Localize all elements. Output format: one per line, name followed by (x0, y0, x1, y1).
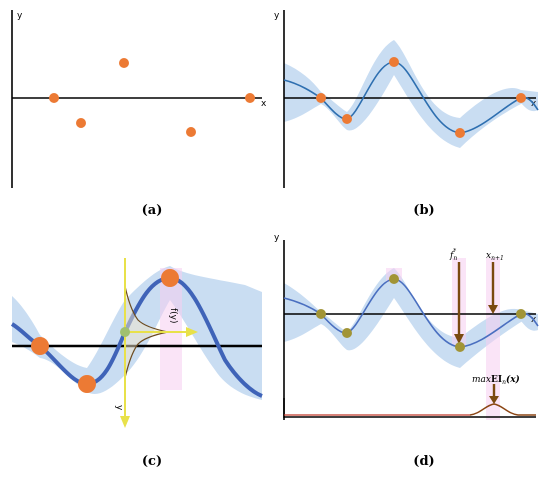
panel-b-point (455, 128, 465, 138)
panel-d-highlight-xnext (486, 258, 500, 420)
panel-b-y-label: y (274, 11, 280, 21)
panel-a: y x (a) (11, 10, 267, 218)
panel-d-caption: (d) (413, 454, 434, 469)
panel-d-maxei-label: maxEIn(x) (472, 374, 520, 386)
panel-c-y-label: y (114, 405, 124, 411)
panel-a-point (76, 118, 86, 128)
panel-d-fstar-arrowhead (454, 334, 464, 344)
panel-b-point (516, 93, 526, 103)
panel-d: y x fn* xn+1 maxEIn(x) (d) (274, 233, 539, 469)
panel-c-point (161, 269, 179, 287)
panel-c-fy-label: f(y) (168, 308, 178, 324)
panel-d-xnext-label: xn+1 (486, 251, 504, 262)
panel-c-vertical-arrowhead (120, 416, 130, 428)
panel-a-y-label: y (17, 11, 23, 21)
panel-d-maxei-arrowhead (489, 396, 499, 404)
panel-b-point (316, 93, 326, 103)
panel-d-fstar-label: fn* (449, 248, 457, 262)
panel-d-y-label: y (274, 233, 280, 243)
panel-b: y x (b) (274, 10, 539, 218)
panel-a-caption: (a) (142, 203, 163, 218)
panel-a-x-label: x (261, 99, 267, 109)
panel-d-point (455, 342, 465, 352)
panel-c-horizontal-arrowhead (186, 327, 198, 337)
panel-d-point (342, 328, 352, 338)
panel-d-point (516, 309, 526, 319)
panel-c-point (31, 337, 49, 355)
panel-d-point (389, 274, 399, 284)
panel-b-point (389, 57, 399, 67)
panel-c-point (78, 375, 96, 393)
panel-d-point (316, 309, 326, 319)
panel-c: f(y) y (c) (10, 258, 263, 469)
panel-b-caption: (b) (413, 203, 434, 218)
panel-c-highlight (160, 268, 182, 390)
panel-b-point (342, 114, 352, 124)
panel-d-ei-curve (469, 403, 536, 416)
panel-a-point (245, 93, 255, 103)
panel-c-caption: (c) (142, 454, 162, 469)
panel-a-point (186, 127, 196, 137)
panel-a-point (119, 58, 129, 68)
panel-a-point (49, 93, 59, 103)
panel-d-xnext-arrowhead (488, 305, 498, 314)
panel-c-query-point (120, 327, 130, 337)
